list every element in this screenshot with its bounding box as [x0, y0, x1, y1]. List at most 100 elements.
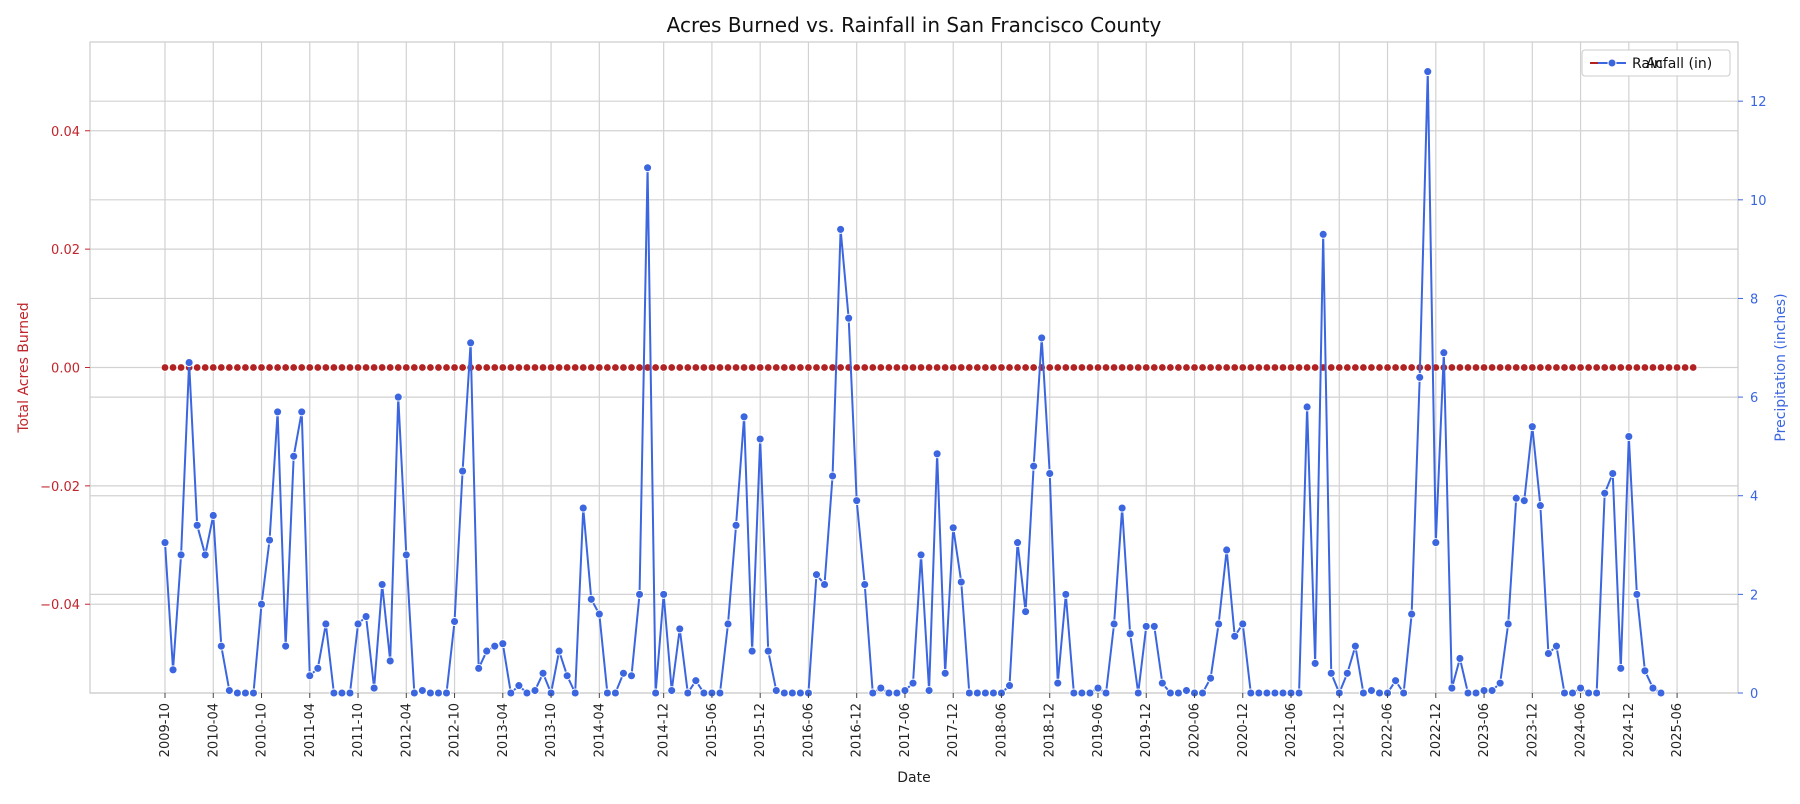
acres-point — [723, 363, 733, 372]
acres-point — [796, 363, 805, 372]
acres-point — [812, 363, 821, 372]
rainfall-point — [1029, 461, 1039, 471]
acres-point — [997, 363, 1006, 372]
right-axis: 0 2 4 6 8 10 12 — [1738, 95, 1767, 702]
rainfall-point — [417, 686, 427, 695]
rainfall-point — [1037, 333, 1047, 343]
acres-point — [1190, 363, 1199, 372]
rainfall-point — [1238, 619, 1248, 629]
acres-point — [386, 363, 395, 372]
acres-point — [1214, 363, 1223, 372]
acres-point — [989, 363, 998, 372]
x-tick-label: 2019-06 — [1091, 703, 1106, 757]
rainfall-point — [836, 224, 846, 234]
right-tick-label: 4 — [1750, 490, 1758, 505]
acres-point — [490, 363, 499, 372]
rainfall-point — [1173, 688, 1183, 698]
acres-point — [458, 363, 467, 372]
x-tick-label: 2014-12 — [657, 703, 672, 757]
rainfall-point — [1254, 688, 1264, 698]
acres-point — [1552, 363, 1561, 372]
rainfall-point — [1600, 488, 1610, 498]
right-tick-label: 12 — [1750, 95, 1767, 110]
rainfall-point — [667, 686, 677, 695]
acres-point — [562, 363, 572, 372]
rainfall-point — [249, 688, 258, 698]
rainfall-point — [353, 619, 363, 629]
rainfall-point — [490, 641, 500, 651]
acres-point — [1045, 363, 1054, 372]
right-tick-label: 0 — [1750, 687, 1758, 702]
rainfall-point — [361, 612, 371, 622]
rainfall-point — [1495, 678, 1505, 688]
rainfall-point — [297, 407, 307, 417]
rainfall-point — [1165, 688, 1175, 698]
rainfall-point — [192, 520, 202, 530]
x-tick-label: 2021-12 — [1332, 703, 1347, 757]
acres-point — [707, 363, 717, 372]
x-tick-label: 2016-12 — [850, 703, 865, 757]
rainfall-point — [691, 676, 701, 686]
acres-point — [394, 363, 403, 372]
rainfall-point — [265, 535, 275, 545]
acres-point — [981, 363, 990, 372]
rainfall-point — [916, 550, 926, 560]
x-tick-label: 2024-12 — [1622, 703, 1637, 757]
acres-point — [1487, 363, 1497, 372]
rainfall-point — [659, 589, 669, 599]
acres-point — [506, 363, 516, 372]
rainfall-point — [747, 646, 757, 656]
acres-point — [1077, 363, 1087, 372]
rainfall-point — [852, 496, 862, 506]
x-tick-label: 2024-06 — [1574, 703, 1589, 757]
acres-point — [1640, 363, 1650, 372]
acres-point — [281, 363, 290, 372]
acres-point — [1262, 363, 1272, 372]
acres-point — [1568, 363, 1577, 372]
rainfall-point — [1326, 668, 1336, 678]
acres-point — [1069, 363, 1079, 372]
rainfall-point — [466, 338, 476, 348]
acres-point — [635, 363, 644, 372]
acres-point — [924, 363, 934, 372]
rainfall-point — [779, 688, 789, 698]
acres-point — [1294, 363, 1304, 372]
acres-point — [1222, 363, 1231, 372]
rainfall-point — [168, 665, 178, 675]
rainfall-point — [675, 624, 685, 634]
rainfall-point — [1157, 678, 1167, 688]
rainfall-point — [1141, 621, 1151, 631]
acres-point — [1608, 363, 1617, 372]
x-tick-label: 2022-06 — [1381, 703, 1396, 757]
acres-point — [1029, 363, 1038, 372]
x-tick-label: 2012-04 — [399, 703, 414, 757]
legend-acres-label: Ac — [1646, 56, 1663, 72]
rainfall-point — [160, 538, 170, 548]
rainfall-point — [1005, 681, 1014, 691]
rainfall-point — [1230, 631, 1240, 641]
acres-point — [1616, 363, 1625, 372]
rainfall-point — [1511, 493, 1521, 503]
acres-point — [1310, 363, 1320, 372]
rainfall-point — [1560, 688, 1569, 698]
rainfall-point — [1246, 688, 1256, 698]
rainfall-point — [1117, 503, 1127, 513]
rainfall-point — [610, 688, 620, 698]
rainfall-point — [273, 407, 283, 417]
acres-point — [683, 363, 692, 372]
rainfall-point — [1463, 688, 1473, 698]
rainfall-point — [434, 688, 443, 698]
acres-point — [1471, 363, 1481, 372]
rainfall-point — [1527, 422, 1537, 432]
rainfall-point — [538, 668, 548, 678]
rainfall-point — [602, 688, 612, 698]
acres-point — [1335, 363, 1344, 372]
acres-point — [1117, 363, 1127, 372]
rainfall-point — [1198, 688, 1207, 698]
acres-point — [965, 363, 974, 372]
acres-point — [1560, 363, 1569, 372]
rainfall-point — [828, 471, 838, 481]
acres-point — [804, 363, 813, 372]
rainfall-point — [393, 392, 403, 402]
